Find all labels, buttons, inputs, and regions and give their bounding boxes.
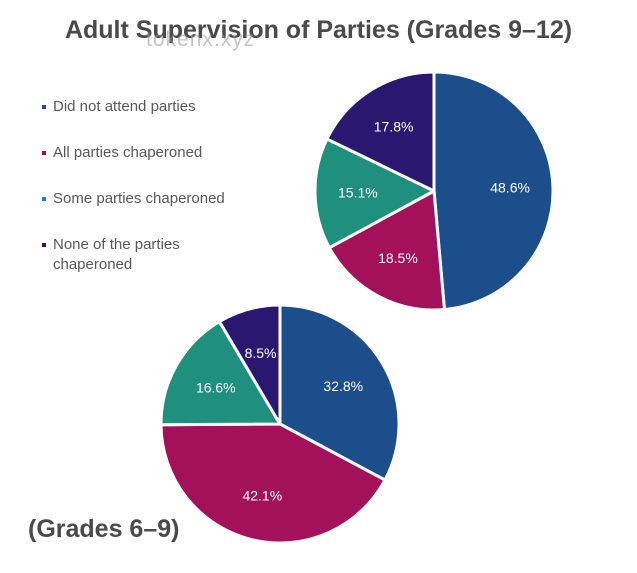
slice-data-label: 18.5% (378, 250, 418, 266)
legend-label: None of the parties chaperoned (53, 236, 180, 273)
slice-data-label: 8.5% (245, 345, 277, 361)
chart-title: Adult Supervision of Parties (Grades 9–1… (64, 16, 573, 44)
legend-marker (42, 105, 46, 109)
legend-label: Some parties chaperoned (53, 190, 225, 207)
slice-all-chaperoned (159, 422, 387, 545)
pie-chart-grades-9-12: 48.6% 18.5% 15.1% 17.8% (313, 70, 555, 312)
legend-item-did-not-attend: Did not attend parties (40, 97, 280, 117)
legend-marker (42, 197, 46, 201)
legend-item-none-chaperoned: None of the parties chaperoned (40, 235, 228, 275)
chart-subtitle: (Grades 6–9) (28, 515, 180, 543)
legend-label: Did not attend parties (53, 98, 196, 115)
legend-item-all-chaperoned: All parties chaperoned (40, 143, 280, 163)
slice-some-chaperoned (313, 137, 436, 250)
watermark: tokenx.xyz (146, 28, 256, 51)
legend-label: All parties chaperoned (53, 144, 203, 161)
legend-marker (42, 243, 46, 247)
slice-some-chaperoned (159, 320, 282, 427)
slice-data-label: 48.6% (490, 180, 530, 196)
slice-data-label: 15.1% (338, 185, 378, 201)
slice-all-chaperoned (327, 189, 446, 312)
legend-item-some-chaperoned: Some parties chaperoned (40, 189, 280, 209)
slice-none-chaperoned (217, 303, 282, 426)
slice-data-label: 16.6% (196, 380, 236, 396)
legend: Did not attend parties All parties chape… (40, 97, 280, 301)
legend-marker (42, 151, 46, 155)
slice-data-label: 17.8% (374, 118, 414, 134)
slice-data-label: 42.1% (242, 488, 282, 504)
slice-did-not-attend (278, 303, 401, 482)
slice-none-chaperoned (325, 70, 436, 193)
slice-data-label: 32.8% (323, 378, 363, 394)
slice-did-not-attend (432, 70, 555, 312)
pie-chart-grades-6-9: 32.8% 42.1% 16.6% 8.5% (159, 303, 401, 545)
